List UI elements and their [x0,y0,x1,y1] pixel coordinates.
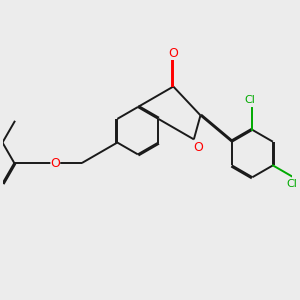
Text: O: O [193,141,202,154]
Text: O: O [50,157,60,169]
Text: Cl: Cl [244,95,255,105]
Text: O: O [168,47,178,60]
Text: Cl: Cl [286,179,297,189]
